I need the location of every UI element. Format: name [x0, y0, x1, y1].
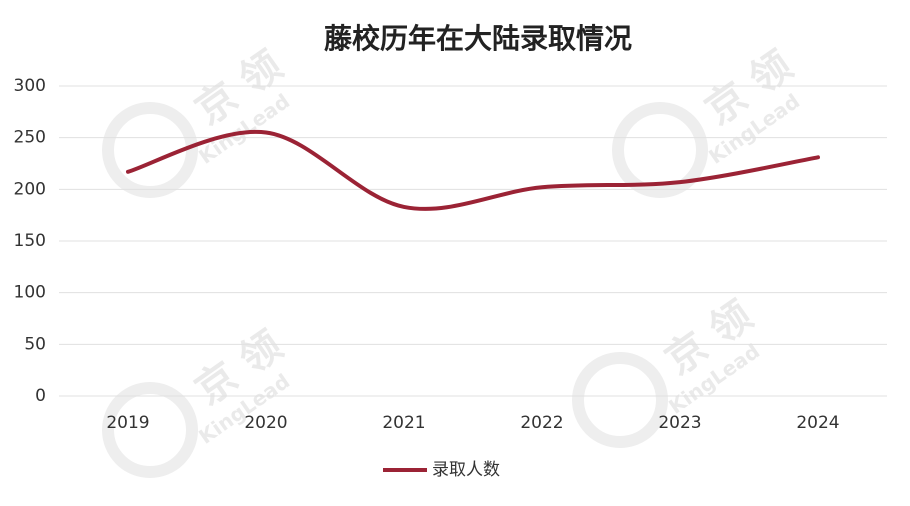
watermark-logo [102, 102, 198, 198]
y-tick-label: 250 [14, 128, 46, 148]
legend-label: 录取人数 [432, 460, 500, 480]
watermark-logo [572, 352, 668, 448]
x-tick-label: 2019 [106, 413, 149, 433]
y-tick-label: 100 [14, 283, 46, 303]
y-tick-label: 200 [14, 179, 46, 199]
chart-title: 藤校历年在大陆录取情况 [324, 22, 632, 55]
y-tick-label: 50 [24, 334, 46, 354]
x-tick-label: 2022 [520, 413, 563, 433]
x-tick-label: 2023 [658, 413, 701, 433]
x-tick-label: 2021 [382, 413, 425, 433]
x-tick-label: 2024 [796, 413, 839, 433]
y-tick-label: 0 [35, 386, 46, 406]
line [126, 129, 820, 211]
watermark-logo [612, 102, 708, 198]
watermark-logo [102, 382, 198, 478]
y-tick-label: 150 [14, 231, 46, 251]
x-tick-label: 2020 [244, 413, 287, 433]
y-tick-label: 300 [14, 76, 46, 96]
